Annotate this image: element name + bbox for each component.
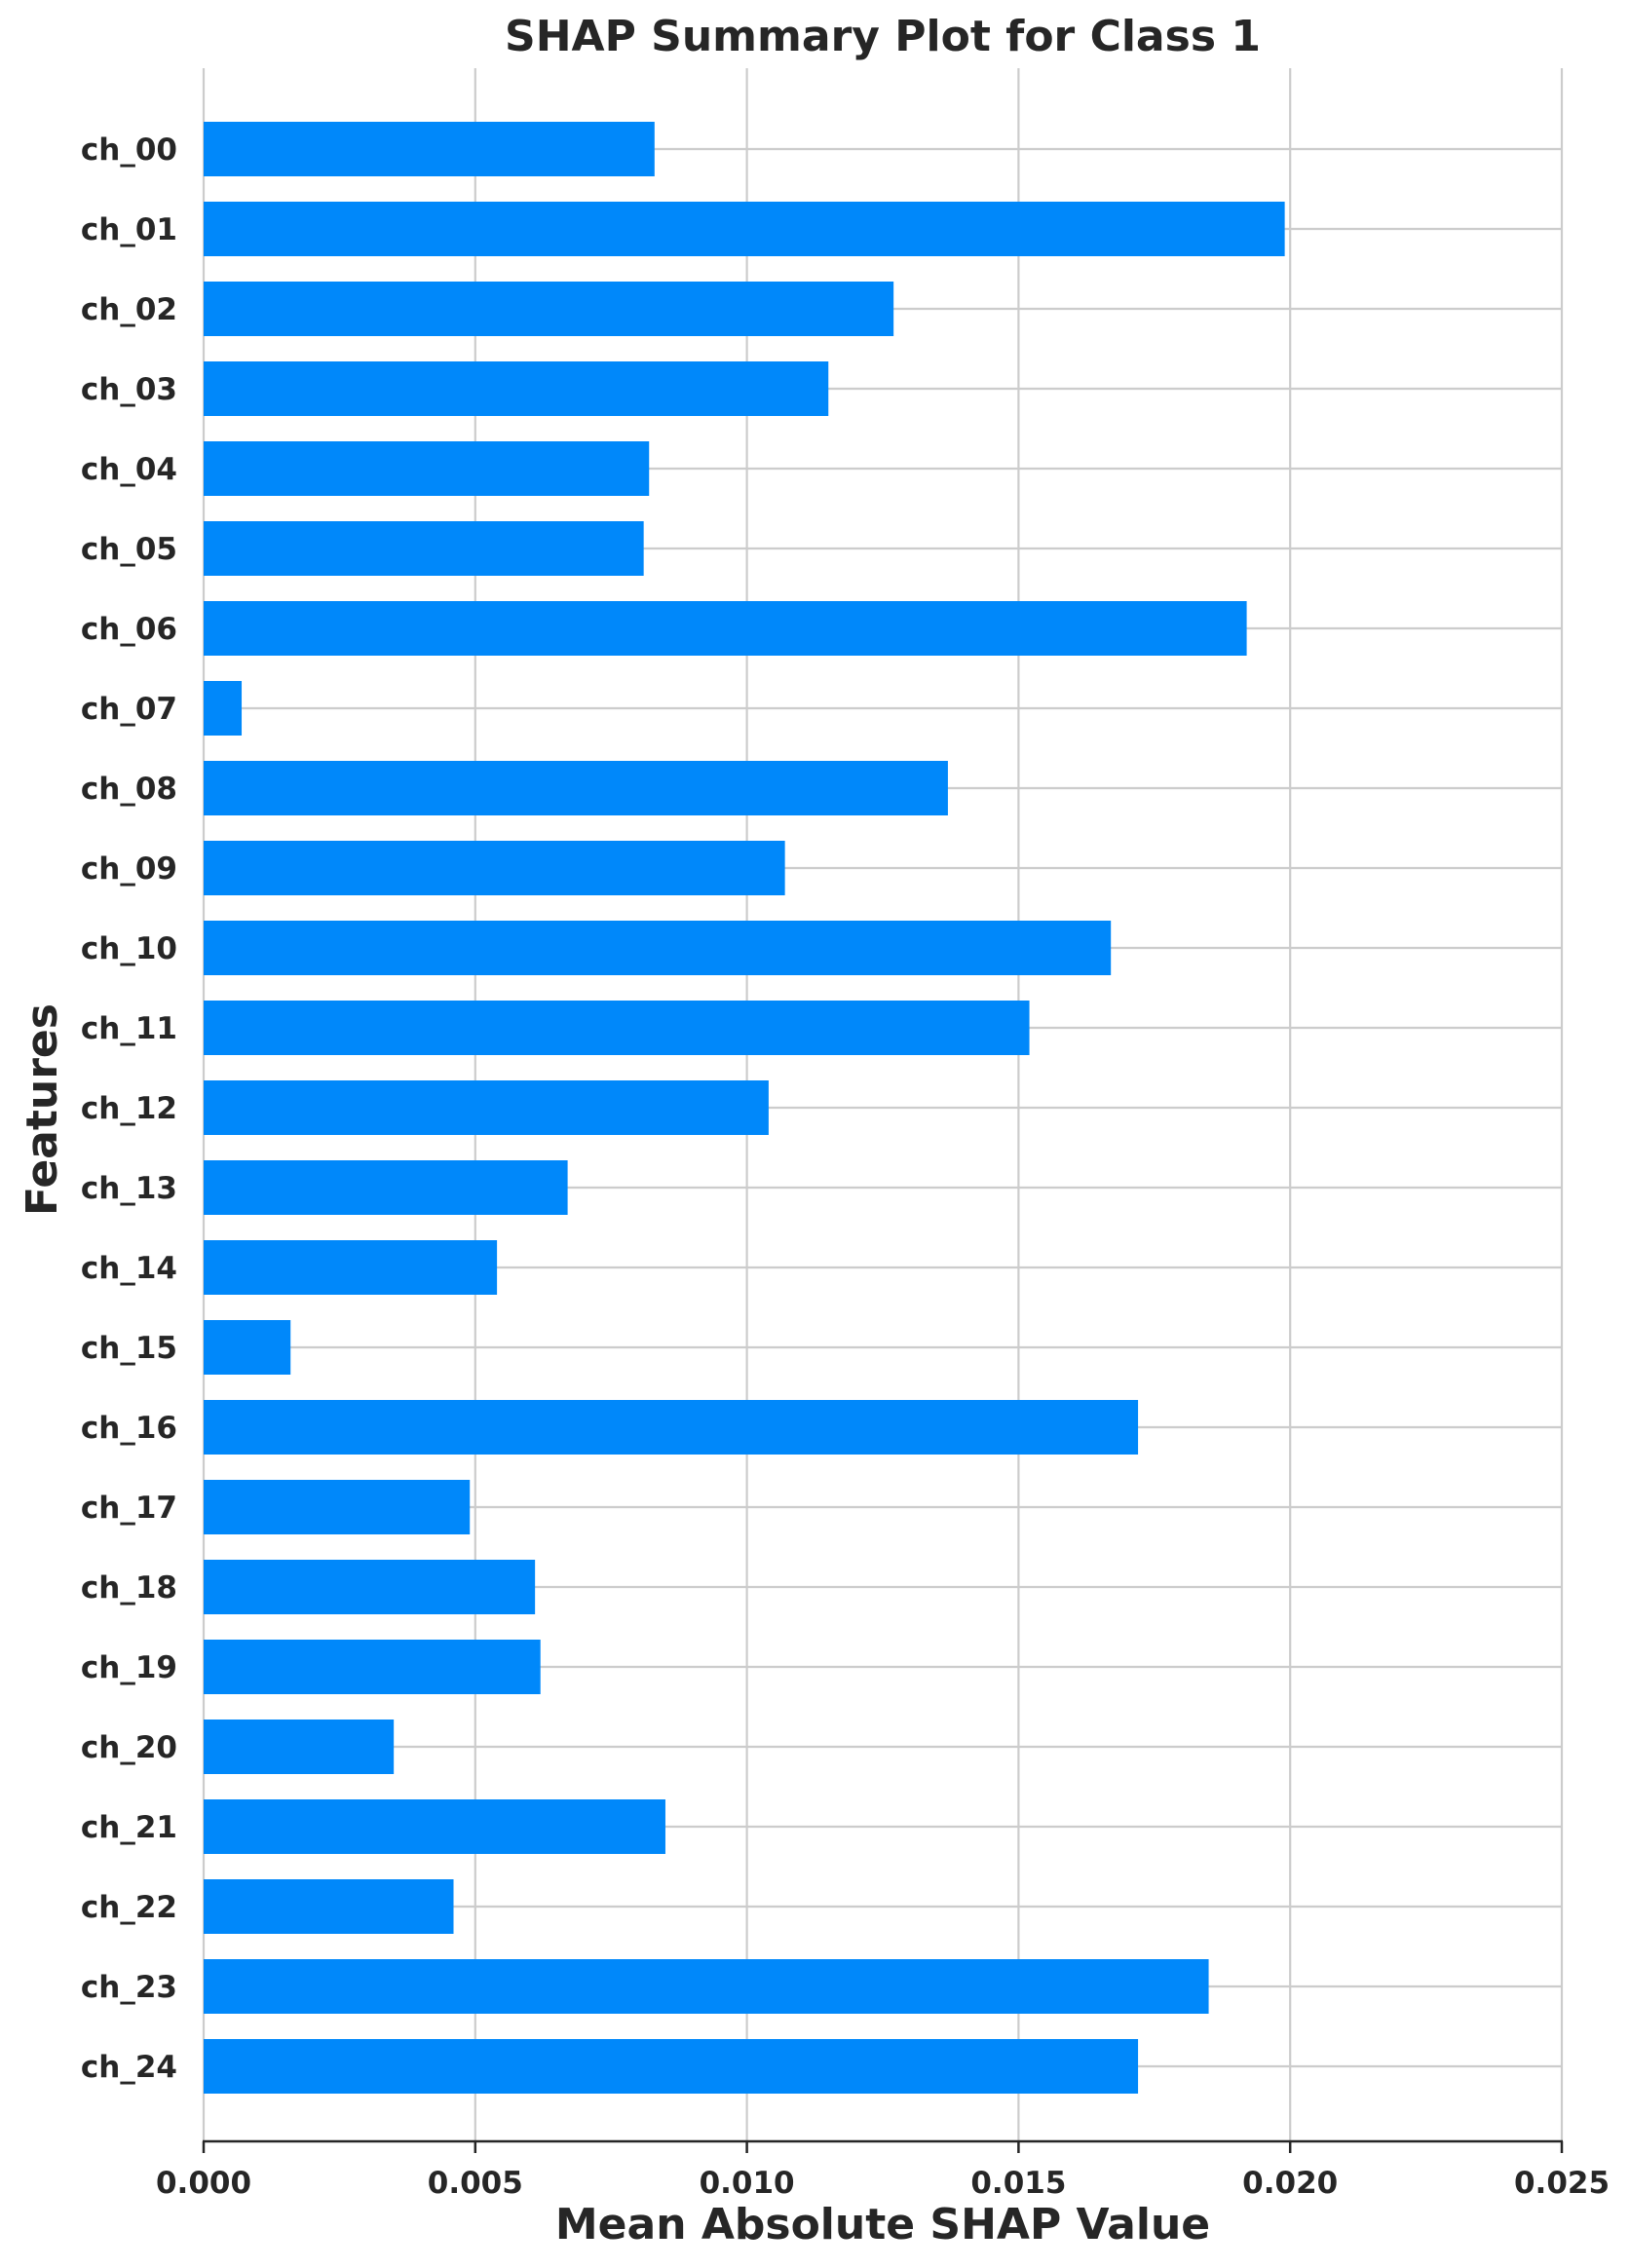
axis-layer: ch_00 ch_01 ch_02 ch_03 ch_04 ch_05 ch_06 ch_07… <box>81 132 1610 2201</box>
bar-ch-07 <box>204 681 243 736</box>
y-tick-label: ch_11 <box>81 1011 177 1046</box>
y-tick-label: ch_08 <box>81 772 177 807</box>
y-tick-label: ch_16 <box>81 1411 177 1446</box>
y-tick-label: ch_22 <box>81 1890 177 1925</box>
y-tick-label: ch_20 <box>81 1730 177 1765</box>
bar-ch-19 <box>204 1640 541 1694</box>
bar-ch-18 <box>204 1560 536 1614</box>
y-tick-label: ch_07 <box>81 692 177 727</box>
x-tick-label: 0.000 <box>156 2166 251 2201</box>
bar-ch-01 <box>204 202 1285 256</box>
y-axis-label: Features <box>18 1003 67 1216</box>
bar-ch-16 <box>204 1400 1139 1455</box>
y-tick-label: ch_23 <box>81 1970 177 2005</box>
bar-ch-08 <box>204 761 948 815</box>
bar-ch-24 <box>204 2039 1139 2094</box>
y-tick-label: ch_21 <box>81 1810 177 1845</box>
y-tick-label: ch_14 <box>81 1251 177 1286</box>
y-tick-label: ch_19 <box>81 1650 177 1685</box>
x-tick-label: 0.005 <box>428 2166 523 2201</box>
x-axis-label: Mean Absolute SHAP Value <box>555 2200 1210 2249</box>
bar-ch-00 <box>204 122 655 176</box>
bar-layer <box>204 122 1285 2094</box>
y-tick-label: ch_01 <box>81 212 177 247</box>
bar-ch-22 <box>204 1879 454 1934</box>
bar-ch-10 <box>204 921 1112 975</box>
bar-ch-05 <box>204 521 644 576</box>
x-tick-label: 0.020 <box>1242 2166 1338 2201</box>
y-tick-label: ch_17 <box>81 1491 177 1526</box>
y-tick-label: ch_00 <box>81 132 177 168</box>
bar-ch-21 <box>204 1799 665 1854</box>
y-tick-label: ch_10 <box>81 931 177 966</box>
bar-ch-12 <box>204 1080 769 1135</box>
bar-ch-02 <box>204 282 894 336</box>
bar-ch-17 <box>204 1480 471 1534</box>
bar-ch-03 <box>204 361 829 416</box>
y-tick-label: ch_04 <box>81 452 177 487</box>
x-tick-label: 0.015 <box>970 2166 1066 2201</box>
chart-title: SHAP Summary Plot for Class 1 <box>505 12 1261 61</box>
bar-ch-09 <box>204 841 785 895</box>
y-tick-label: ch_09 <box>81 851 177 887</box>
y-tick-label: ch_12 <box>81 1091 177 1126</box>
bar-ch-11 <box>204 1001 1030 1055</box>
y-tick-label: ch_03 <box>81 372 177 407</box>
y-tick-label: ch_13 <box>81 1171 177 1206</box>
y-tick-label: ch_06 <box>81 612 177 647</box>
bar-ch-23 <box>204 1959 1209 2014</box>
y-tick-label: ch_15 <box>81 1331 177 1366</box>
bar-ch-06 <box>204 601 1247 656</box>
y-tick-label: ch_24 <box>81 2050 177 2085</box>
bar-ch-15 <box>204 1320 291 1375</box>
y-tick-label: ch_18 <box>81 1570 177 1606</box>
bar-ch-13 <box>204 1160 568 1215</box>
y-tick-label: ch_02 <box>81 292 177 327</box>
y-tick-label: ch_05 <box>81 532 177 567</box>
x-tick-label: 0.010 <box>700 2166 795 2201</box>
bar-ch-14 <box>204 1240 498 1295</box>
bar-ch-20 <box>204 1720 395 1774</box>
bar-ch-04 <box>204 441 650 496</box>
x-tick-label: 0.025 <box>1514 2166 1610 2201</box>
